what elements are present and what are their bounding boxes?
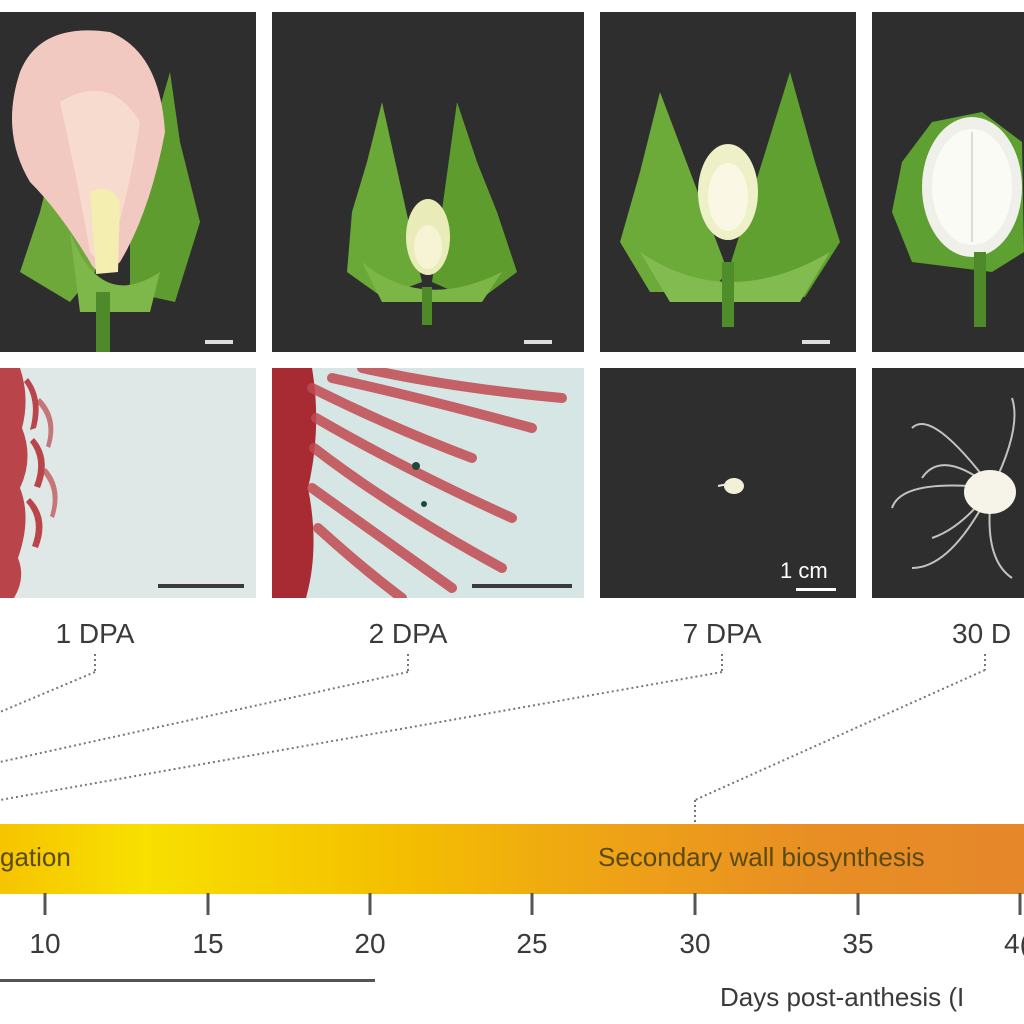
phase-label-secondary-wall: Secondary wall biosynthesis xyxy=(598,842,925,873)
axis-tick-label-10: 10 xyxy=(29,928,60,960)
axis-title: Days post-anthesis (I xyxy=(720,982,964,1013)
connector-line-7dpa xyxy=(0,672,722,800)
axis-tick-label-20: 20 xyxy=(354,928,385,960)
axis-tick-marks xyxy=(0,893,1024,923)
axis-tick-label-30: 30 xyxy=(679,928,710,960)
connector-line-1dpa xyxy=(0,672,95,712)
phase-label-elongation: gation xyxy=(0,842,71,873)
axis-tick-label-35: 35 xyxy=(842,928,873,960)
connector-line-30dpa xyxy=(695,670,985,800)
axis-tick-label-15: 15 xyxy=(192,928,223,960)
axis-tick-label-25: 25 xyxy=(516,928,547,960)
phase-span-bar xyxy=(0,979,375,982)
axis-tick-label-40: 4( xyxy=(1004,928,1024,960)
